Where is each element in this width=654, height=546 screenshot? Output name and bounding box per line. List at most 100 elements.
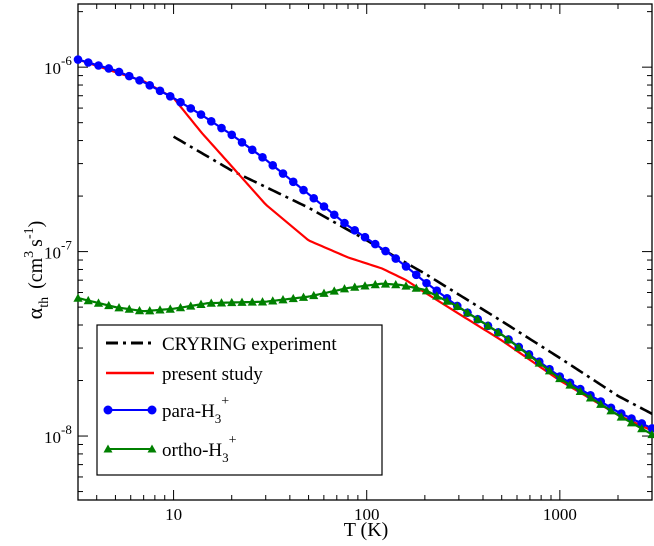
y-axis-title: αth (cm3 s-1) bbox=[22, 221, 52, 320]
y-tick-label: 10-8 bbox=[44, 422, 72, 447]
series-marker-circle bbox=[237, 137, 247, 147]
series-marker-circle bbox=[94, 61, 103, 70]
legend-label-para: para-H3 + bbox=[162, 394, 229, 426]
legend-label-para-sup: + bbox=[221, 394, 229, 409]
legend-label-cryring: CRYRING experiment bbox=[162, 334, 337, 355]
legend-label-ortho-sub: 3 bbox=[222, 450, 229, 465]
y-axis-subscript: th bbox=[37, 297, 52, 308]
y-tick-exponent: -8 bbox=[61, 422, 72, 437]
series-marker-circle bbox=[647, 424, 654, 433]
series-marker-triangle bbox=[421, 286, 432, 295]
series-marker-triangle bbox=[565, 380, 575, 389]
series-marker-triangle bbox=[483, 321, 493, 330]
series-marker-circle bbox=[278, 169, 288, 178]
series-marker-circle bbox=[73, 55, 83, 64]
series-marker-circle bbox=[165, 91, 175, 101]
series-marker-circle bbox=[637, 419, 647, 428]
series-marker-triangle bbox=[534, 358, 544, 367]
series-marker-triangle bbox=[196, 299, 206, 308]
series-marker-circle bbox=[350, 226, 360, 235]
series-marker-circle bbox=[83, 58, 93, 67]
series-marker-triangle bbox=[298, 292, 309, 301]
y-tick-base: 10 bbox=[44, 428, 61, 447]
series-marker-triangle bbox=[257, 297, 268, 306]
series-marker-triangle bbox=[514, 342, 524, 352]
legend-label-ortho-sup: + bbox=[229, 433, 237, 448]
series-marker-triangle bbox=[647, 429, 654, 439]
series-marker-circle bbox=[381, 246, 390, 256]
series-marker-triangle bbox=[134, 306, 145, 315]
series-marker-circle bbox=[370, 239, 380, 249]
legend-label-ortho: ortho-H3+ bbox=[162, 433, 237, 465]
series-marker-triangle bbox=[544, 366, 555, 375]
legend-label-present: present study bbox=[162, 364, 263, 385]
series-marker-triangle bbox=[493, 327, 503, 337]
series-marker-circle bbox=[432, 286, 442, 296]
x-axis-title: T (K) bbox=[344, 519, 389, 541]
series-marker-circle bbox=[258, 153, 267, 162]
series-marker-triangle bbox=[524, 350, 534, 359]
series-marker-triangle bbox=[114, 303, 124, 312]
series-marker-triangle bbox=[155, 305, 165, 314]
series-marker-circle bbox=[288, 177, 298, 187]
series-marker-circle bbox=[176, 97, 185, 107]
series-marker-triangle bbox=[350, 282, 360, 291]
series-marker-triangle bbox=[555, 373, 565, 383]
series-marker-circle bbox=[411, 270, 421, 280]
y-axis-units-sup2: -1 bbox=[22, 227, 37, 239]
series-marker-triangle bbox=[73, 293, 83, 302]
series-marker-triangle bbox=[606, 406, 616, 415]
legend-label-ortho-main: ortho-H bbox=[162, 440, 222, 461]
series-marker-circle bbox=[206, 116, 216, 126]
series-marker-circle bbox=[135, 76, 144, 85]
series-marker-circle bbox=[360, 232, 370, 242]
series-marker-triangle bbox=[329, 286, 339, 295]
legend-marker-ortho-left bbox=[103, 444, 113, 453]
series-marker-circle bbox=[340, 218, 349, 228]
series-marker-circle bbox=[319, 202, 329, 211]
series-marker-triangle bbox=[616, 412, 626, 421]
series-marker-circle bbox=[145, 81, 155, 90]
x-tick-label: 10 bbox=[165, 505, 182, 524]
legend-marker-ortho-right bbox=[147, 444, 157, 453]
series-marker-triangle bbox=[452, 301, 462, 310]
series-marker-triangle bbox=[503, 335, 514, 344]
series-marker-triangle bbox=[637, 423, 647, 433]
series-marker-triangle bbox=[186, 301, 196, 310]
series-marker-circle bbox=[124, 71, 134, 81]
series-marker-triangle bbox=[380, 279, 391, 288]
series-marker-triangle bbox=[288, 293, 298, 303]
series-marker-circle bbox=[196, 110, 206, 119]
series-marker-circle bbox=[401, 262, 411, 271]
series-marker-circle bbox=[227, 130, 237, 140]
series-marker-triangle bbox=[93, 298, 104, 307]
series-marker-triangle bbox=[596, 399, 606, 408]
series-marker-triangle bbox=[124, 304, 134, 313]
series-marker-circle bbox=[247, 145, 257, 155]
series-marker-triangle bbox=[237, 297, 247, 306]
series-marker-circle bbox=[186, 104, 196, 113]
legend-label-para-main: para-H bbox=[162, 401, 215, 422]
y-tick-label: 10-7 bbox=[44, 238, 72, 263]
series-marker-triangle bbox=[626, 418, 637, 427]
series-marker-circle bbox=[329, 210, 339, 220]
series-marker-circle bbox=[422, 278, 431, 288]
series-marker-circle bbox=[268, 161, 278, 170]
series-marker-triangle bbox=[165, 304, 175, 313]
series-marker-circle bbox=[114, 67, 124, 77]
legend-marker-para-right bbox=[147, 405, 157, 415]
series-marker-triangle bbox=[339, 284, 350, 293]
legend: CRYRING experiment present study para-H3… bbox=[96, 324, 383, 476]
series-marker-circle bbox=[299, 185, 308, 195]
series-marker-triangle bbox=[175, 303, 186, 312]
series-marker-circle bbox=[309, 193, 319, 203]
series-marker-triangle bbox=[473, 314, 483, 323]
y-tick-label: 10-6 bbox=[44, 53, 72, 78]
y-axis-symbol: α bbox=[22, 307, 47, 319]
series-marker-triangle bbox=[83, 295, 93, 305]
series-marker-circle bbox=[391, 254, 401, 263]
series-marker-triangle bbox=[391, 279, 401, 289]
series-marker-triangle bbox=[104, 300, 114, 310]
